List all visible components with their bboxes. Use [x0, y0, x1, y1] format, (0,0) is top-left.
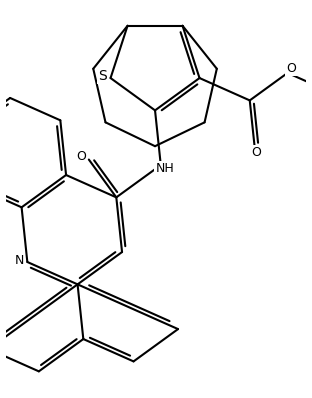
Text: O: O	[76, 150, 86, 163]
Text: S: S	[99, 69, 107, 83]
Text: N: N	[15, 254, 24, 267]
Text: NH: NH	[155, 162, 174, 176]
Text: O: O	[286, 62, 296, 75]
Text: O: O	[251, 146, 261, 159]
